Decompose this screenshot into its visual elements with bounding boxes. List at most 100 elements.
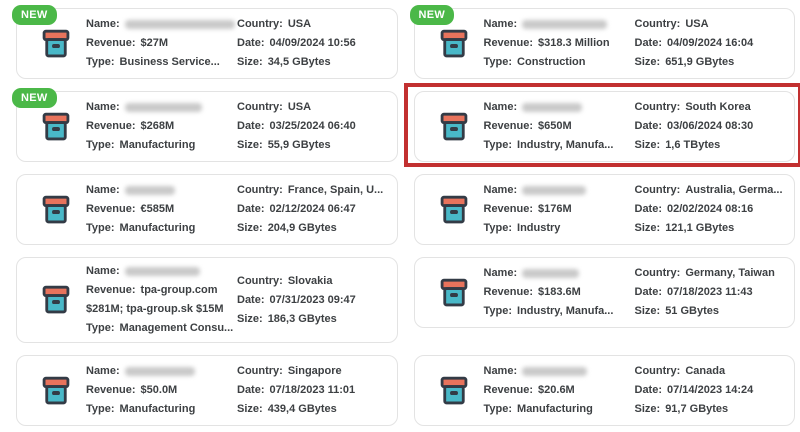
archive-box-icon — [41, 282, 71, 318]
revenue-value: $183.6M — [538, 286, 581, 298]
country-label: Country: — [237, 101, 283, 113]
country-line: Country: Germany, Taiwan — [635, 264, 785, 283]
company-card[interactable]: Name: Revenue: tpa-group.com $281M; tpa-g… — [16, 257, 398, 343]
type-label: Type: — [483, 56, 513, 68]
type-line: Type: Manufacturing — [86, 136, 237, 155]
archive-box-icon — [41, 192, 71, 228]
company-card[interactable]: Name: Revenue: $183.6M Type: Industry, Man… — [413, 257, 795, 328]
country-value: USA — [287, 18, 312, 30]
date-line: Date: 04/09/2024 10:56 — [237, 34, 387, 53]
company-card[interactable]: Name: Revenue: $20.6M Type: Manufacturing … — [413, 355, 795, 426]
name-blur-value — [124, 185, 175, 195]
card-container: Name: Revenue: $650M Type: Industry, Manuf… — [403, 83, 800, 167]
card-container: Name: Revenue: tpa-group.com $281M; tpa-g… — [16, 257, 398, 343]
date-label: Date: — [634, 286, 663, 298]
size-label: Size: — [237, 56, 263, 68]
size-line: Size: 651,9 GBytes — [635, 53, 785, 72]
new-badge: NEW — [12, 5, 57, 25]
revenue-label: Revenue: — [483, 286, 534, 298]
size-label: Size: — [634, 139, 661, 151]
date-line: Date: 04/09/2024 16:04 — [635, 34, 785, 53]
type-label: Type: — [86, 139, 115, 151]
type-value: Manufacturing — [517, 403, 593, 415]
revenue-line: Revenue: $50.0M — [86, 381, 237, 400]
date-line: Date: 07/14/2023 14:24 — [635, 381, 785, 400]
date-label: Date: — [634, 203, 663, 215]
company-card[interactable]: NEW Name: Revenue: $268M Type: Manufacturi… — [12, 88, 398, 162]
date-value: 04/09/2024 10:56 — [269, 37, 356, 49]
date-label: Date: — [237, 120, 265, 132]
name-label: Name: — [483, 18, 518, 30]
name-blur-value — [124, 366, 195, 376]
type-line: Type: Manufacturing — [484, 400, 635, 419]
card-left-column: Name: Revenue: tpa-group.com $281M; tpa-g… — [86, 262, 237, 338]
size-value: 204,9 GBytes — [267, 222, 337, 234]
card-right-column: Country: USA Date: 03/25/2024 06:40 Size: 5… — [237, 98, 387, 155]
card-container: Name: Revenue: $50.0M Type: Manufacturing … — [16, 355, 398, 426]
name-blur-value — [522, 268, 580, 278]
name-line: Name: — [86, 98, 237, 117]
company-card[interactable]: Name: Revenue: $50.0M Type: Manufacturing … — [16, 355, 398, 426]
card-left-column: Name: Revenue: $176M Type: Industry — [484, 181, 635, 238]
company-card[interactable]: Name: Revenue: $176M Type: Industry Countr… — [413, 174, 795, 245]
size-value: 55,9 GBytes — [267, 139, 331, 151]
size-label: Size: — [634, 403, 661, 415]
company-card[interactable]: NEW Name: Revenue: $318.3 Million Type: Co… — [409, 5, 795, 79]
type-label: Type: — [483, 139, 513, 151]
type-line: Type: Industry, Manufa... — [484, 136, 635, 155]
card-left-column: Name: Revenue: $183.6M Type: Industry, Man… — [484, 264, 635, 321]
date-value: 07/14/2023 14:24 — [667, 384, 754, 396]
archive-box-icon — [439, 26, 469, 62]
name-blur-value — [124, 102, 202, 112]
type-line: Type: Construction — [484, 53, 635, 72]
country-value: Slovakia — [287, 274, 333, 287]
revenue-label: Revenue: — [86, 203, 136, 215]
type-value: Manufacturing — [119, 222, 196, 234]
country-value: USA — [287, 101, 312, 113]
date-value: 03/06/2024 08:30 — [667, 120, 754, 132]
type-value: Industry, Manufa... — [517, 305, 614, 317]
date-line: Date: 02/02/2024 08:16 — [635, 200, 785, 219]
date-label: Date: — [634, 384, 663, 396]
name-line: Name: — [86, 262, 237, 281]
type-line: Type: Manufacturing — [86, 400, 237, 419]
size-label: Size: — [634, 305, 661, 317]
card-container: NEW Name: Revenue: $27M Type: Business Ser… — [12, 5, 398, 79]
date-value: 04/09/2024 16:04 — [667, 37, 754, 49]
revenue-line: Revenue: $650M — [484, 117, 635, 136]
size-label: Size: — [237, 139, 263, 151]
company-card[interactable]: Name: Revenue: €585M Type: Manufacturing C… — [16, 174, 398, 245]
name-line: Name: — [484, 264, 635, 283]
size-line: Size: 439,4 GBytes — [237, 400, 387, 419]
type-label: Type: — [483, 403, 513, 415]
name-blur-value — [522, 366, 588, 376]
name-label: Name: — [86, 265, 120, 277]
date-value: 07/18/2023 11:01 — [269, 384, 356, 396]
revenue-label: Revenue: — [86, 120, 136, 132]
type-label: Type: — [86, 322, 115, 334]
revenue-value: $50.0M — [140, 384, 178, 396]
country-value: South Korea — [685, 101, 751, 113]
archive-box-icon — [41, 26, 71, 62]
name-line: Name: — [484, 362, 635, 381]
name-line: Name: — [86, 15, 237, 34]
name-line: Name: — [484, 181, 635, 200]
date-value: 07/31/2023 09:47 — [269, 293, 356, 306]
company-card[interactable]: NEW Name: Revenue: $27M Type: Business Ser… — [12, 5, 398, 79]
date-label: Date: — [237, 203, 265, 215]
revenue-label: Revenue: — [483, 384, 534, 396]
card-left-column: Name: Revenue: $20.6M Type: Manufacturing — [484, 362, 635, 419]
revenue-label: Revenue: — [483, 37, 534, 49]
name-blur-value — [124, 266, 200, 276]
country-line: Country: USA — [635, 15, 785, 34]
country-label: Country: — [237, 18, 283, 30]
card-right-column: Country: Australia, Germa... Date: 02/02/2… — [635, 181, 785, 238]
country-label: Country: — [634, 365, 681, 377]
country-label: Country: — [237, 274, 283, 287]
company-card[interactable]: Name: Revenue: $650M Type: Industry, Manuf… — [413, 91, 795, 162]
size-value: 34,5 GBytes — [267, 56, 331, 68]
name-label: Name: — [483, 267, 518, 279]
type-value: Construction — [517, 56, 586, 68]
card-container: NEW Name: Revenue: $318.3 Million Type: Co… — [409, 5, 795, 79]
card-container: Name: Revenue: €585M Type: Manufacturing C… — [16, 174, 398, 245]
